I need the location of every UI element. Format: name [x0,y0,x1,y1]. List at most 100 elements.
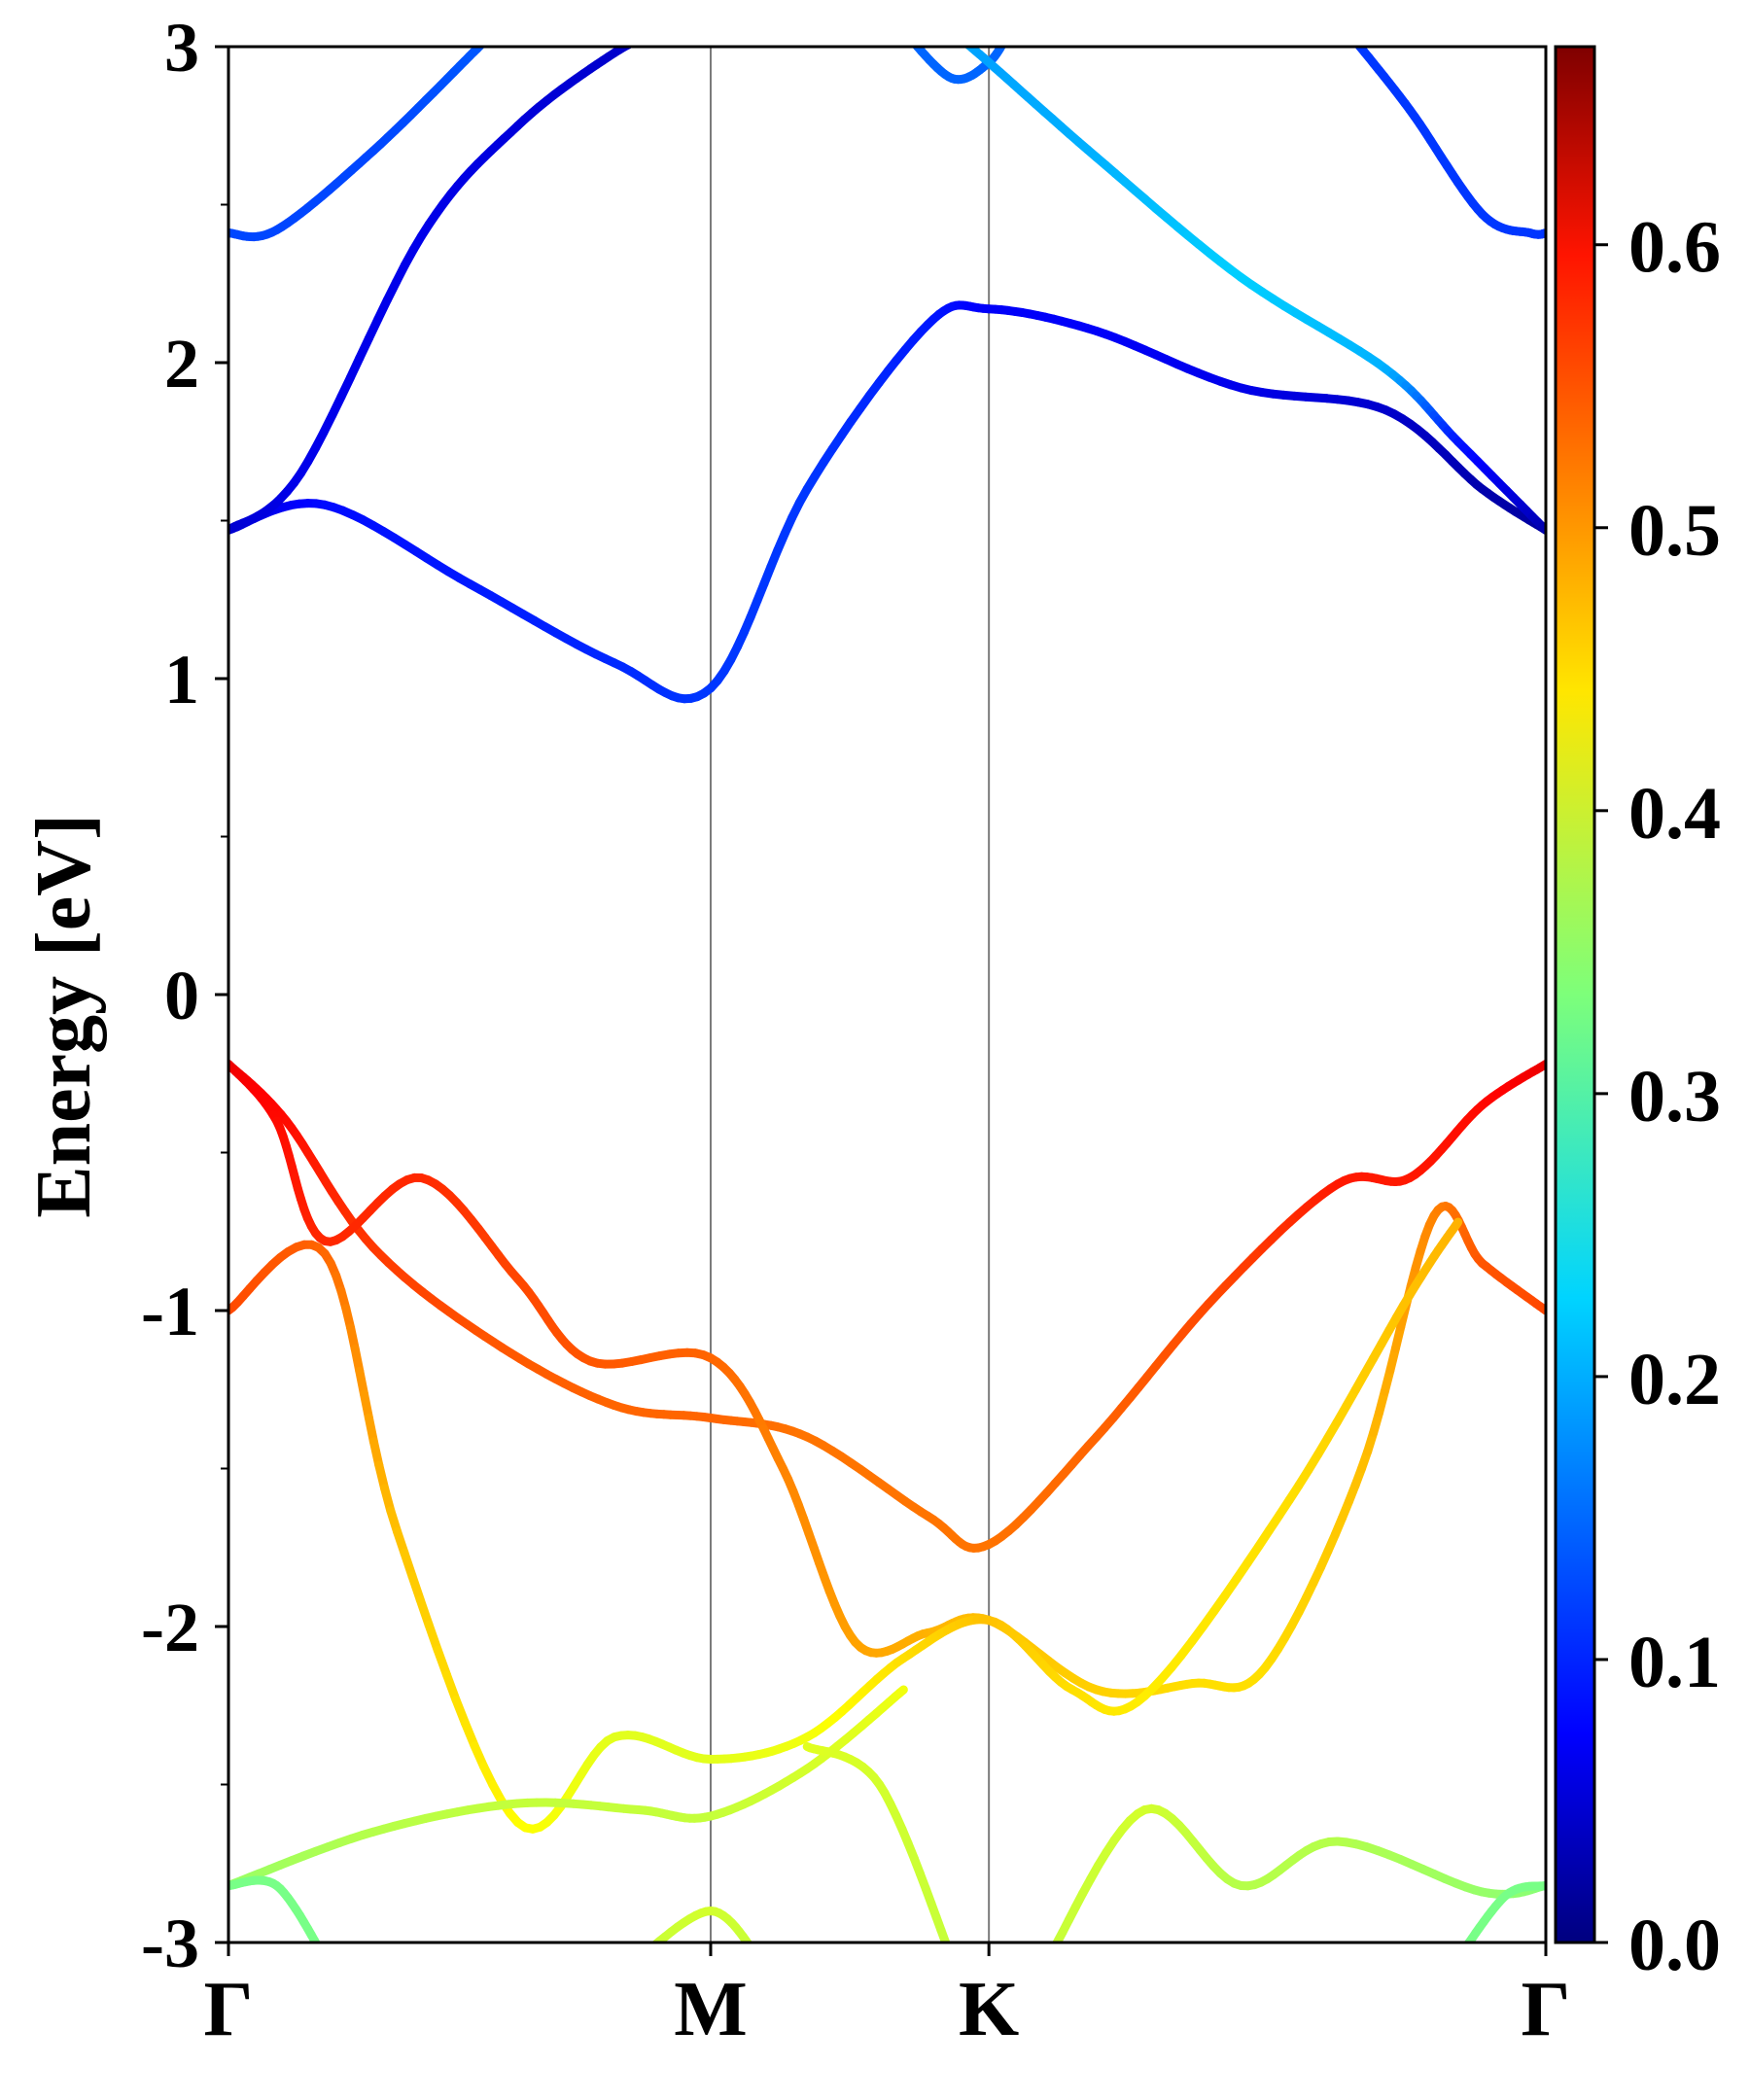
y-tick-label: 1 [164,641,199,718]
band-segment [653,33,656,34]
band-segment [492,33,493,34]
band-segment [486,38,488,40]
band-segment [1460,1952,1463,1956]
band-segment [646,1949,650,1953]
colorbar-tick-label: 0.2 [1628,1339,1721,1420]
colorbar-tick-label: 0.0 [1628,1905,1721,1986]
band-line [1348,31,1546,239]
band-segment [1008,32,1009,34]
band-line [228,1060,1546,1553]
band-segment [963,47,973,50]
band-segment [442,1670,461,1704]
band-segment [1352,38,1356,42]
band-segment [949,1951,952,1959]
y-tick-label: -1 [141,1273,199,1350]
colorbar: 0.0 0.1 0.2 0.3 0.4 0.5 0.6 [1554,45,1721,1986]
band-segment [641,38,645,39]
band-segment [1005,36,1006,38]
plot-area: 3 2 1 0 -1 -2 -3 Γ M K Γ [141,9,1570,2052]
band-line [802,1742,952,1959]
colorbar-tick-label: 0.4 [1628,773,1721,855]
band-segment [433,1645,452,1680]
band-line [1458,1881,1546,1959]
band-segment [658,32,660,33]
band-segment [318,1946,321,1951]
band-segment [424,1620,442,1655]
band-segment [645,36,648,37]
band-segment [656,32,658,33]
band-line [228,1875,325,1958]
band-segment [1052,1938,1062,1942]
band-segment [1463,1939,1473,1942]
band-segment [1349,34,1352,38]
colorbar-ticks: 0.0 0.1 0.2 0.3 0.4 0.5 0.6 [1594,207,1721,1986]
band-segment [1009,31,1010,32]
band-line [228,1217,1463,1834]
band-segment [952,31,953,32]
y-tick-label: -2 [141,1589,199,1666]
band-line [228,1060,1546,1698]
band-segment [1000,47,1006,48]
band-segment [908,36,911,39]
band-line [639,1907,759,1958]
high-symmetry-lines [709,47,991,1942]
colorbar-tick-label: 0.6 [1628,207,1721,289]
band-segment [746,1941,753,1942]
band-segment [492,32,493,33]
band-segment [415,1595,434,1629]
band-segment [754,1953,756,1956]
band-segment [633,41,637,43]
band-segment [484,39,486,41]
band-line [228,1685,908,1890]
band-segment [650,34,653,35]
plot-frame [227,45,1548,1944]
band-segment [648,35,650,36]
band-segment [960,37,962,39]
x-tick-label: K [959,1967,1019,2052]
colorbar-gradient [1554,45,1596,1944]
band-segment [642,1953,646,1956]
band-segment [752,1949,755,1953]
band-segment [1458,1956,1460,1959]
x-tick-label: Γ [1522,1967,1571,2052]
band-segment [1004,38,1005,41]
band-segment [1348,31,1350,34]
band-segment [903,31,905,33]
y-axis-label: Energy [eV] [21,814,107,1217]
y-tick-label: 0 [164,957,199,1034]
band-segment [661,31,663,32]
band-line [228,31,663,535]
band-segment [757,1956,759,1958]
band-segment [1007,34,1008,36]
band-segment [958,36,960,38]
y-tick-label: 2 [164,325,199,402]
band-segment [321,1951,324,1955]
y-tick-label: -3 [141,1905,199,1982]
band-segment [963,47,968,48]
band-line [228,32,493,242]
band-segment [894,1685,908,1698]
band-segment [905,33,908,36]
x-tick-label: M [674,1967,748,2052]
band-segment [1462,1948,1465,1952]
y-axis-ticks: 3 2 1 0 -1 -2 -3 [141,9,228,1982]
band-segment [323,1955,325,1958]
band-segment [956,34,958,35]
band-segment [479,47,485,48]
band-segment [639,1956,642,1958]
colorbar-tick-label: 0.3 [1628,1056,1721,1138]
band-line [952,31,1546,535]
band-segment [912,47,917,48]
band-segment [624,47,635,50]
band-line [228,300,1546,704]
band-segment [637,39,641,41]
band-segment [1048,1952,1052,1959]
band-segment [955,33,957,34]
band-segment [650,1941,658,1942]
colorbar-tick-label: 0.5 [1628,490,1721,572]
band-segment [489,35,490,36]
band-segment [488,36,489,37]
band-segment [1452,1217,1463,1230]
